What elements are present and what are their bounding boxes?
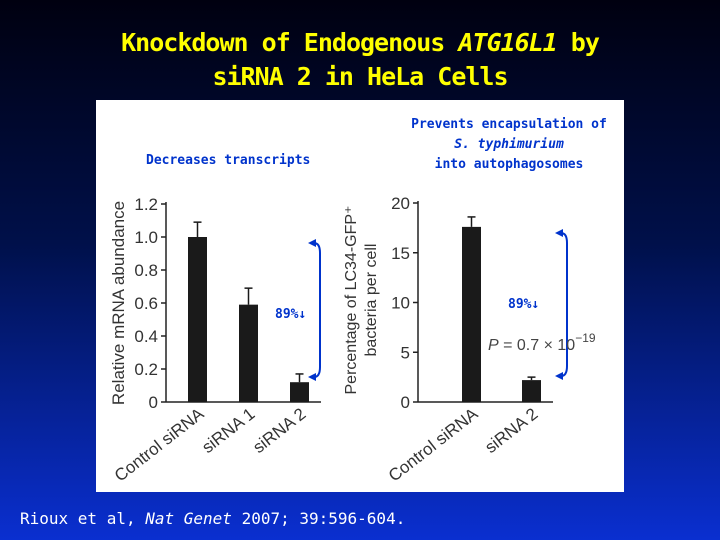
title-suffix: by <box>556 28 600 57</box>
chart2-bracket-arrowhead-bottom <box>555 372 563 380</box>
chart2-y-tick-label: 5 <box>401 343 410 362</box>
chart1-y-tick-label: 1.2 <box>134 195 158 214</box>
chart2-y-tick-label: 15 <box>391 244 410 263</box>
chart2-p-value: P = 0.7 × 10−19 <box>488 331 596 354</box>
chart2-bar <box>462 226 481 402</box>
p-value-symbol: P <box>488 337 499 354</box>
chart1-category-label: Control siRNA <box>111 404 208 486</box>
chart2-reduction-bracket <box>560 232 568 377</box>
chart1-bar <box>290 382 309 402</box>
citation-journal: Nat Genet <box>145 509 232 528</box>
chart2-y-tick-label: 10 <box>391 294 410 313</box>
chart1-y-tick-label: 0.8 <box>134 261 158 280</box>
slide-title: Knockdown of Endogenous ATG16L1 by siRNA… <box>0 26 720 94</box>
citation-authors: Rioux et al, <box>20 509 146 528</box>
chart2-category-label: Control siRNA <box>385 404 482 486</box>
p-value-exponent: −19 <box>575 331 596 345</box>
chart2-title-species: S. typhimurium <box>454 137 564 152</box>
chart1-reduction-label: 89%↓ <box>275 307 307 322</box>
title-prefix: Knockdown of Endogenous <box>121 28 459 57</box>
chart1-y-axis-label: Relative mRNA abundance <box>109 201 128 405</box>
chart1-category-label: siRNA 2 <box>249 404 309 457</box>
chart1-y-tick-label: 0.6 <box>134 294 158 313</box>
chart1-y-tick-label: 0.2 <box>134 360 158 379</box>
chart2-title-line3: into autophagosomes <box>434 157 584 172</box>
chart2-reduction-label: 89%↓ <box>508 297 540 312</box>
chart1-bar <box>239 304 258 402</box>
chart1-bracket-arrowhead-top <box>308 239 316 247</box>
chart1-y-tick-label: 0 <box>149 393 158 412</box>
chart1-bracket-arrowhead-bottom <box>308 373 316 381</box>
chart1-bar <box>188 237 207 402</box>
p-value-mantissa: = 0.7 × 10 <box>499 337 576 354</box>
chart2-bracket-arrowhead-top <box>555 229 563 237</box>
citation: Rioux et al, Nat Genet 2007; 39:596-604. <box>20 509 405 528</box>
chart2-title-line1: Prevents encapsulation of <box>411 117 607 132</box>
chart2-y-tick-label: 0 <box>401 393 410 412</box>
chart1-y-tick-label: 0.4 <box>134 327 158 346</box>
title-gene: ATG16L1 <box>458 28 557 57</box>
chart1-category-label: siRNA 1 <box>198 404 258 457</box>
title-line2: siRNA 2 in HeLa Cells <box>212 62 508 91</box>
chart1-y-tick-label: 1.0 <box>134 228 158 247</box>
citation-details: 2007; 39:596-604. <box>231 509 406 528</box>
chart2-y-tick-label: 20 <box>391 194 410 213</box>
chart2-title: Prevents encapsulation of S. typhimurium… <box>398 115 620 175</box>
chart1-title: Decreases transcripts <box>146 153 311 168</box>
chart2-y-axis-label-line1: Percentage of LC34-GFP⁺ <box>343 206 360 395</box>
chart2-y-axis-label-line2: bacteria per cell <box>363 244 380 357</box>
chart1-reduction-bracket <box>313 242 321 378</box>
chart2-category-label: siRNA 2 <box>481 404 541 457</box>
chart2-bar <box>522 380 541 402</box>
